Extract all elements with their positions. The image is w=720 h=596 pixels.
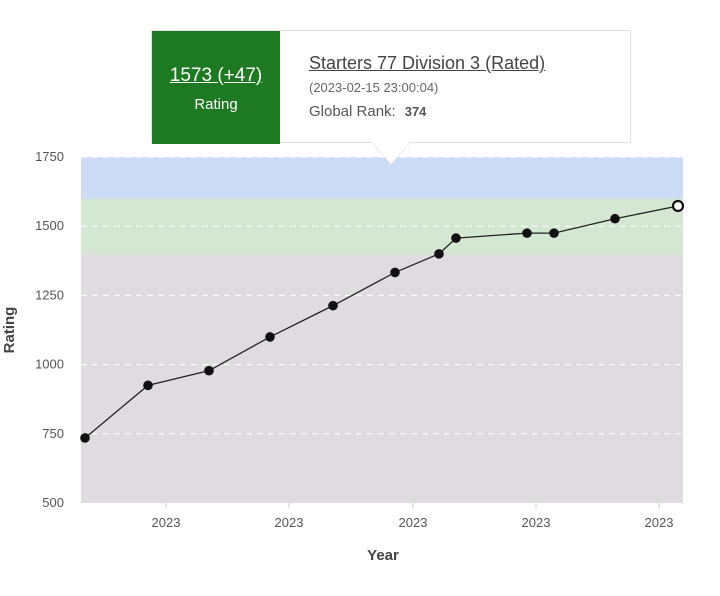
x-axis-title: Year xyxy=(367,547,399,564)
x-tick-label-0: 2023 xyxy=(152,515,181,530)
rating-point-9 xyxy=(549,228,559,238)
tooltip-rating-link[interactable]: 1573 (+47) xyxy=(169,65,263,86)
rating-point-1 xyxy=(143,380,153,391)
tooltip-contest-link[interactable]: Starters 77 Division 3 (Rated) xyxy=(309,53,546,73)
y-tick-label-750: 750 xyxy=(42,426,64,441)
tooltip-rank-row: Global Rank: 374 xyxy=(309,103,545,120)
rating-band-0 xyxy=(81,253,683,503)
tooltip-pointer xyxy=(372,142,410,164)
x-tick-label-4: 2023 xyxy=(645,515,674,530)
y-axis-title: Rating xyxy=(1,307,18,354)
y-tick-label-1750: 1750 xyxy=(35,149,64,164)
rating-point-6 xyxy=(434,249,444,259)
rating-point-4 xyxy=(328,300,338,311)
tooltip-date: (2023-02-15 23:00:04) xyxy=(309,80,439,95)
rating-point-2 xyxy=(204,365,214,376)
y-axis-ticks: 500 750 1000 1250 1500 1750 xyxy=(35,149,64,510)
rating-bands xyxy=(81,157,683,503)
rating-point-3 xyxy=(265,332,275,342)
x-axis-ticks: 2023 2023 2023 2023 2023 xyxy=(152,503,674,530)
x-tick-label-1: 2023 xyxy=(275,515,304,530)
rating-point-10 xyxy=(610,213,620,224)
tooltip-rank-label: Global Rank: xyxy=(309,103,396,120)
tooltip-rank-value: 374 xyxy=(404,104,427,119)
rating-point-7 xyxy=(451,233,461,243)
x-tick-label-2: 2023 xyxy=(399,515,428,530)
contest-tooltip: 1573 (+47) Rating Starters 77 Division 3… xyxy=(151,30,631,144)
rating-point-selected xyxy=(671,199,685,213)
x-tick-label-3: 2023 xyxy=(522,515,551,530)
rating-points xyxy=(80,199,685,443)
y-tick-label-1250: 1250 xyxy=(35,287,64,302)
tooltip-rating-box: 1573 (+47) Rating xyxy=(152,31,280,144)
tooltip-details: Starters 77 Division 3 (Rated) (2023-02-… xyxy=(309,53,545,120)
y-tick-label-1000: 1000 xyxy=(35,357,64,372)
rating-line xyxy=(84,205,679,439)
rating-point-8 xyxy=(522,228,532,238)
tooltip-rating-caption: Rating xyxy=(194,96,238,113)
rating-series-line xyxy=(84,205,679,439)
rating-point-5 xyxy=(390,267,400,278)
y-tick-label-1500: 1500 xyxy=(35,218,64,233)
y-tick-label-500: 500 xyxy=(42,495,64,510)
rating-point-0 xyxy=(80,433,90,443)
